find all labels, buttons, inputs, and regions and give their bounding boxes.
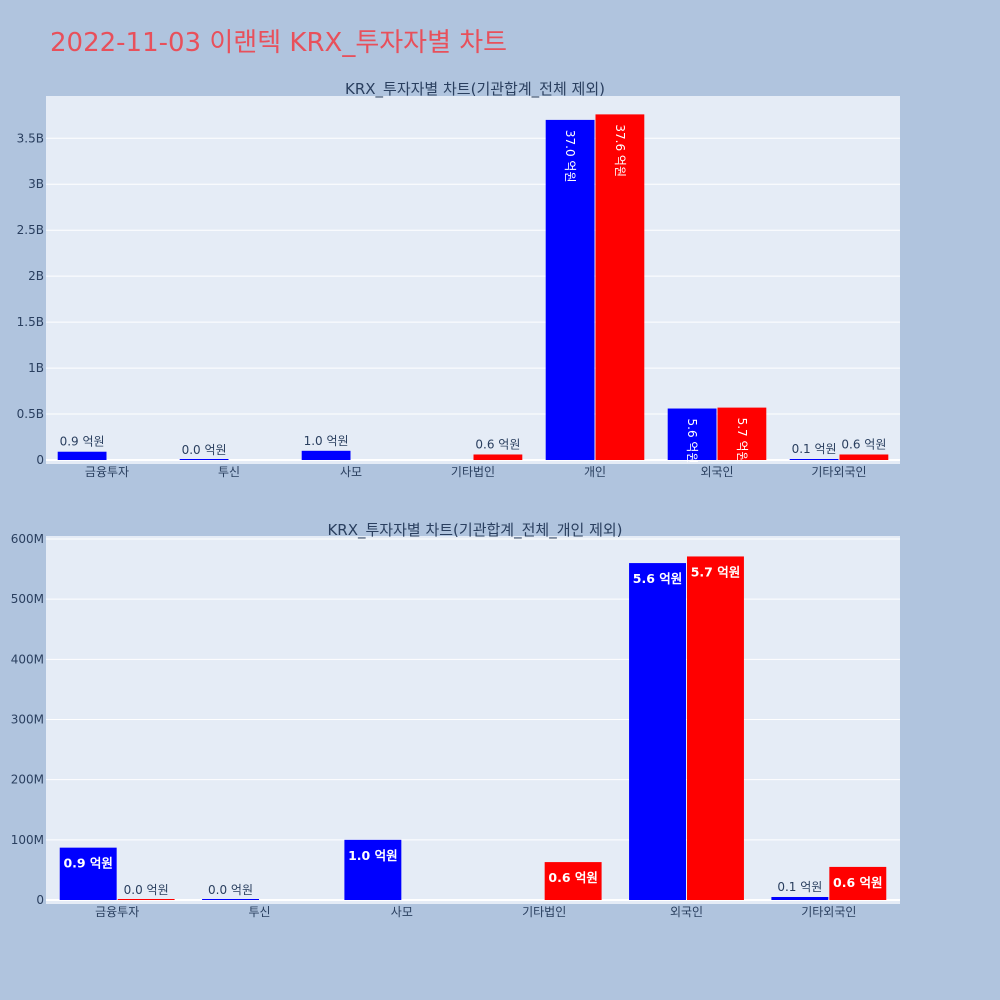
x-tick-label: 금융투자 (85, 465, 129, 479)
chart-title: KRX_투자자별 차트(기관합계_전체_개인 제외) (327, 521, 622, 540)
chart-panel-2: 0 100M 200M 300M 400M 500M 600M KRX_투자자별 차트(기관합… (11, 521, 900, 919)
data-label: 37.6 억원 (613, 124, 627, 177)
x-tick-label: 금융투자 (95, 905, 139, 919)
x-tick-label: 외국인 (670, 905, 703, 919)
y-tick-label: 500M (11, 592, 44, 606)
x-tick-label: 개인 (584, 465, 606, 479)
x-tick-label: 사모 (340, 465, 362, 479)
bar-blue (771, 896, 829, 900)
data-label: 5.7 억원 (691, 564, 741, 579)
plot-area (46, 96, 900, 464)
y-tick-label: 0 (36, 453, 44, 467)
y-tick-label: 100M (11, 833, 44, 847)
bar-blue (789, 459, 839, 460)
data-label: 0.6 억원 (548, 870, 598, 885)
bar-blue (301, 450, 351, 460)
data-label: 0.9 억원 (63, 856, 113, 871)
bar-blue (202, 899, 259, 900)
data-label: 0.6 억원 (841, 437, 886, 451)
bar-red (473, 454, 523, 460)
bar-blue (667, 408, 717, 460)
y-tick-label: 2.5B (17, 223, 44, 237)
y-tick-label: 1B (28, 361, 44, 375)
x-tick-label: 투신 (248, 905, 270, 919)
x-tick-label: 기타법인 (522, 905, 566, 919)
chart-panel-1: 0 0.5B 1B 1.5B 2B 2.5B 3B 3.5B KRX_투자자별 차트(기관합계_… (17, 80, 900, 479)
bar-blue (344, 839, 402, 900)
data-label: 0.6 억원 (833, 875, 883, 890)
y-tick-label: 400M (11, 652, 44, 666)
x-tick-label: 기타외국인 (801, 905, 856, 919)
y-tick-label: 300M (11, 713, 44, 727)
data-label: 0.0 억원 (124, 883, 169, 897)
y-tick-label: 200M (11, 773, 44, 787)
y-tick-label: 600M (11, 532, 44, 546)
bar-blue (59, 847, 117, 900)
bar-red (687, 556, 744, 900)
x-tick-label: 투신 (218, 465, 240, 479)
data-label: 1.0 억원 (304, 434, 349, 448)
data-label: 0.1 억원 (777, 880, 822, 894)
bar-red (544, 862, 602, 900)
bar-red (717, 407, 767, 460)
bar-blue (545, 119, 595, 460)
data-label: 1.0 억원 (348, 848, 398, 863)
data-label: 5.6 억원 (685, 419, 699, 464)
data-label: 0.1 억원 (792, 442, 837, 456)
y-tick-label: 3.5B (17, 131, 44, 145)
data-label: 0.0 억원 (208, 883, 253, 897)
bar-red (117, 899, 175, 900)
data-label: 0.9 억원 (60, 435, 105, 449)
bar-red (829, 866, 887, 900)
data-label: 5.6 억원 (633, 571, 683, 586)
data-label: 0.0 억원 (182, 443, 227, 457)
y-tick-label: 2B (28, 269, 44, 283)
data-label: 0.6 억원 (475, 437, 520, 451)
x-tick-label: 사모 (391, 905, 413, 919)
bar-blue (179, 459, 229, 460)
x-tick-label: 외국인 (700, 465, 733, 479)
x-tick-label: 기타법인 (451, 465, 495, 479)
chart-title: KRX_투자자별 차트(기관합계_전체 제외) (345, 80, 605, 99)
page-title: 2022-11-03 이랜텍 KRX_투자자별 차트 (50, 28, 508, 58)
y-tick-label: 0.5B (17, 407, 44, 421)
bar-blue (629, 563, 686, 900)
y-tick-label: 0 (36, 893, 44, 907)
data-label: 37.0 억원 (563, 130, 577, 183)
bar-red (839, 454, 889, 460)
data-label: 5.7 억원 (735, 418, 749, 463)
x-tick-label: 기타외국인 (811, 465, 866, 479)
y-tick-label: 3B (28, 177, 44, 191)
bar-red (595, 114, 645, 460)
bar-blue (57, 451, 107, 460)
y-tick-label: 1.5B (17, 315, 44, 329)
